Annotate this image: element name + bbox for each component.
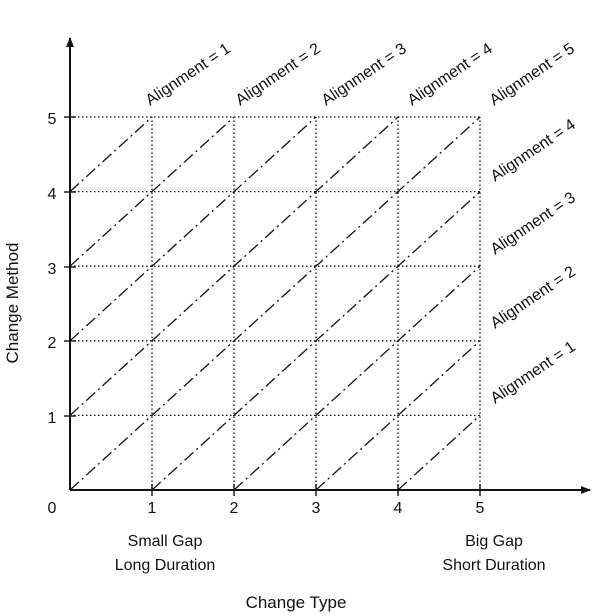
alignment-top-labels: Alignment = 1 Alignment = 2 Alignment = … bbox=[143, 40, 578, 109]
x-tick-label-4: 4 bbox=[394, 500, 403, 517]
alignment-diagonal-line bbox=[233, 265, 481, 491]
y-tick-label-2: 2 bbox=[48, 335, 57, 352]
short-duration-label: Short Duration bbox=[442, 557, 545, 574]
x-tick-label-5: 5 bbox=[476, 500, 485, 517]
alignment-right-label-3: Alignment = 3 bbox=[488, 189, 579, 258]
alignment-top-label-1: Alignment = 1 bbox=[143, 40, 234, 109]
alignment-right-labels: Alignment = 4 Alignment = 3 Alignment = … bbox=[488, 116, 579, 407]
alignment-diagonal-line bbox=[69, 116, 399, 416]
alignment-diagonal-line bbox=[69, 116, 481, 491]
alignment-diagonal-line bbox=[397, 414, 481, 491]
alignment-diagonal-line bbox=[69, 116, 317, 342]
x-tick-label-0: 0 bbox=[48, 500, 57, 517]
x-axis-title: Change Type bbox=[246, 593, 347, 612]
big-gap-label: Big Gap bbox=[465, 533, 523, 550]
alignment-top-label-5: Alignment = 5 bbox=[487, 40, 578, 109]
y-axis-title: Change Method bbox=[3, 243, 22, 364]
alignment-diagonal-line bbox=[151, 191, 481, 491]
y-axis-ticks: 1 2 3 4 5 bbox=[48, 111, 76, 427]
alignment-diagonal-line bbox=[69, 116, 235, 267]
x-axis-ticks: 0 1 2 3 4 5 bbox=[48, 484, 485, 517]
long-duration-label: Long Duration bbox=[115, 557, 216, 574]
alignment-diagonals bbox=[69, 116, 481, 491]
small-gap-label: Small Gap bbox=[128, 533, 203, 550]
x-tick-label-2: 2 bbox=[230, 500, 239, 517]
alignment-right-label-4: Alignment = 4 bbox=[488, 116, 579, 185]
y-tick-label-5: 5 bbox=[48, 111, 57, 128]
alignment-top-label-4: Alignment = 4 bbox=[405, 40, 496, 109]
y-tick-label-3: 3 bbox=[48, 261, 57, 278]
y-tick-label-1: 1 bbox=[48, 410, 57, 427]
alignment-top-label-3: Alignment = 3 bbox=[319, 40, 410, 109]
alignment-top-label-2: Alignment = 2 bbox=[233, 40, 324, 109]
alignment-diagonal-line bbox=[315, 340, 481, 491]
alignment-diagonal-line bbox=[69, 116, 153, 193]
dotted-grid bbox=[70, 116, 481, 490]
alignment-right-label-2: Alignment = 2 bbox=[488, 263, 579, 332]
y-tick-label-4: 4 bbox=[48, 186, 57, 203]
x-tick-label-1: 1 bbox=[148, 500, 157, 517]
alignment-right-label-1: Alignment = 1 bbox=[488, 338, 579, 407]
x-tick-label-3: 3 bbox=[312, 500, 321, 517]
